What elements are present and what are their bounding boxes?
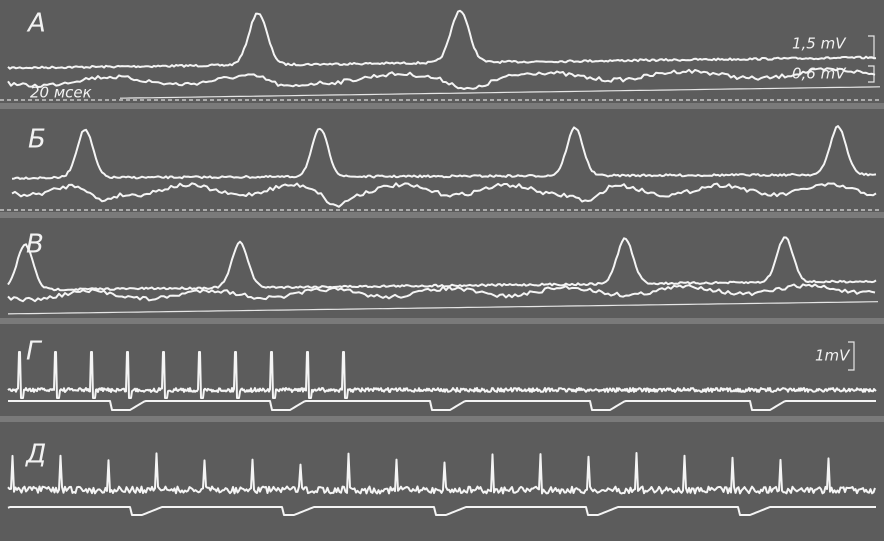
- page: А Б В Г Д 1,5 mV 0,6 mV 20 мсек 1mV (() …: [0, 0, 884, 541]
- panel-label: Д: [25, 440, 46, 470]
- panel-label: Б: [28, 125, 46, 155]
- panel-label: А: [26, 9, 46, 39]
- scale-label: 1,5 mV: [792, 35, 847, 53]
- figure: А Б В Г Д 1,5 mV 0,6 mV 20 мсек 1mV: [0, 0, 884, 541]
- panel-label: В: [26, 230, 44, 260]
- scale-label: 1mV: [815, 347, 851, 365]
- separator: [0, 416, 884, 422]
- separator: [0, 318, 884, 324]
- panel-label: Г: [26, 337, 43, 367]
- separator: [0, 103, 884, 109]
- separator: [0, 212, 884, 218]
